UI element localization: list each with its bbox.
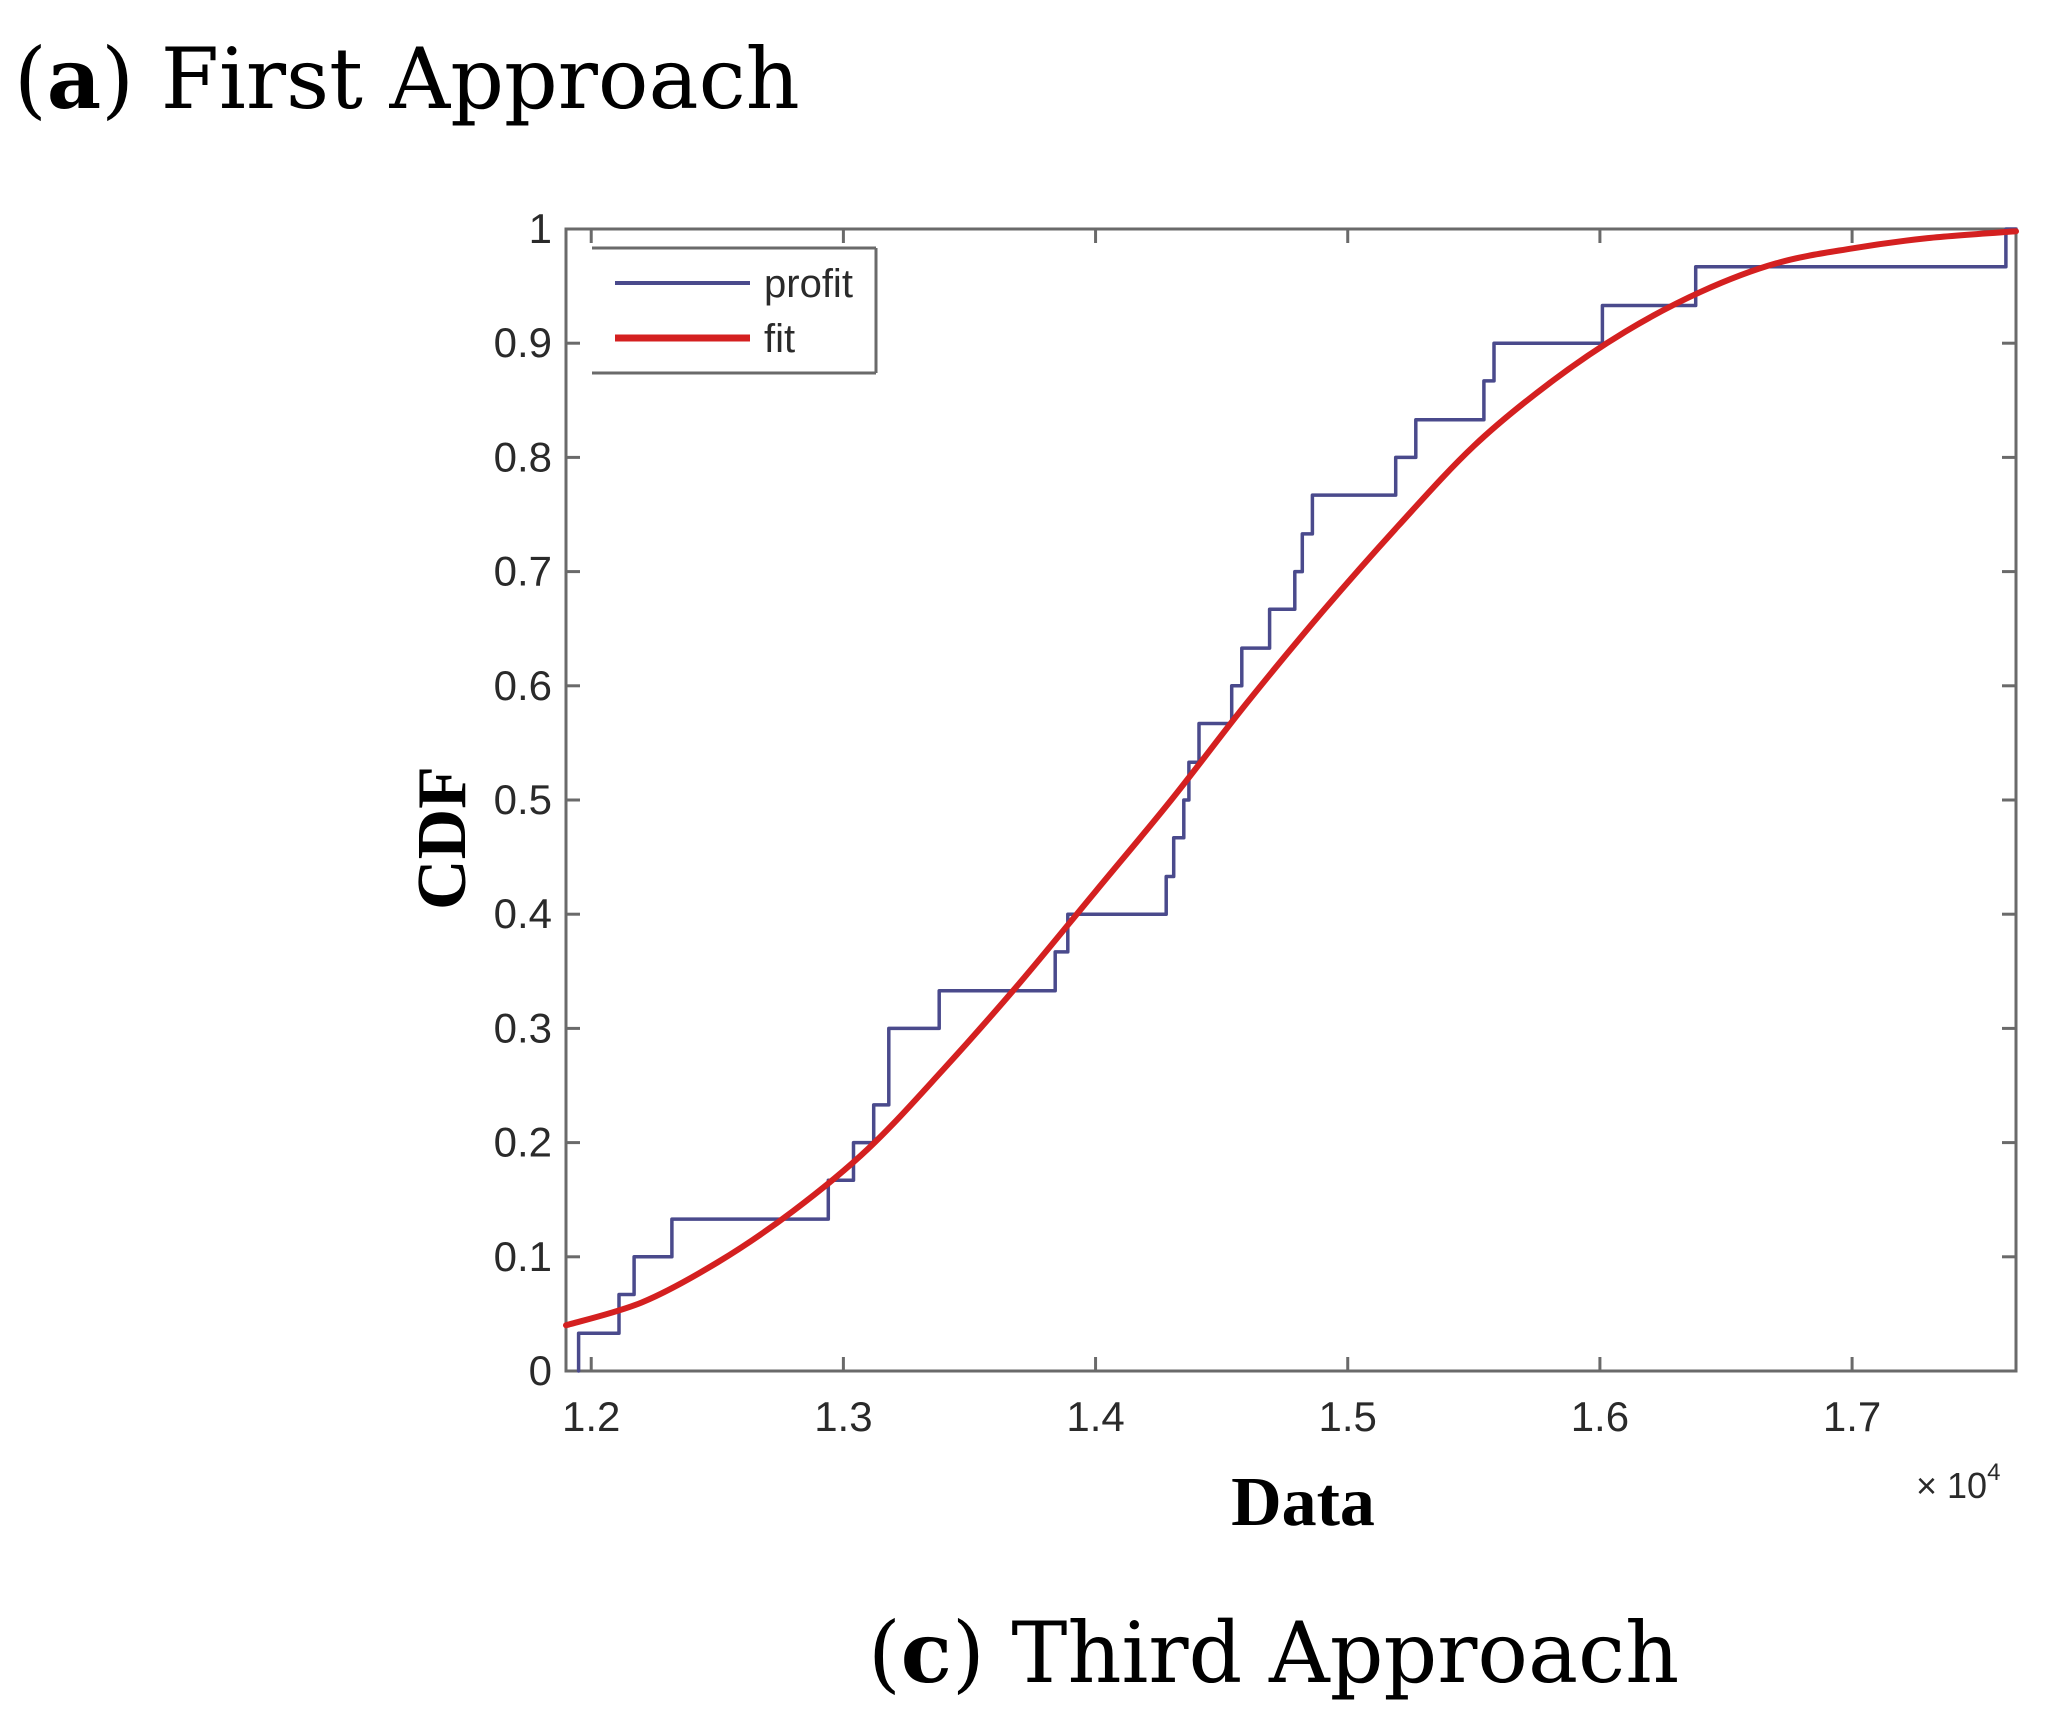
caption-bottom-rest: ) Third Approach: [952, 1604, 1679, 1702]
x-axis-ticks: 1.2 1.3 1.4 1.5 1.6 1.7: [562, 229, 1881, 1440]
caption-bottom: (c) Third Approach: [868, 1603, 1679, 1702]
x-axis-multiplier: × 104: [1916, 1459, 2000, 1506]
y-axis-label: CDF: [404, 766, 481, 910]
y-tick-label: 1: [529, 205, 552, 252]
y-axis-ticks: 0 0.1 0.2 0.3 0.4 0.5 0.6 0.7 0.8 0.9 1: [494, 205, 2016, 1394]
y-tick-label: 0: [529, 1347, 552, 1394]
series-line-profit: [576, 227, 2018, 1373]
y-tick-label: 0.7: [494, 548, 552, 595]
caption-bottom-prefix: (: [868, 1604, 901, 1702]
x-axis-multiplier-exponent: 4: [1987, 1459, 2000, 1486]
x-tick-label: 1.7: [1823, 1393, 1881, 1440]
x-tick-label: 1.2: [562, 1393, 620, 1440]
y-tick-label: 0.9: [494, 319, 552, 366]
y-tick-label: 0.3: [494, 1004, 552, 1051]
series-line-fit: [563, 228, 2019, 1329]
caption-top-prefix: (: [14, 30, 47, 128]
caption-top-rest: ) First Approach: [101, 30, 800, 128]
x-tick-label: 1.6: [1571, 1393, 1629, 1440]
x-tick-label: 1.3: [814, 1393, 872, 1440]
y-tick-label: 0.6: [494, 662, 552, 709]
x-tick-label: 1.4: [1066, 1393, 1124, 1440]
y-tick-label: 0.8: [494, 433, 552, 480]
y-tick-label: 0.2: [494, 1119, 552, 1166]
caption-bottom-letter: c: [901, 1603, 952, 1702]
y-tick-label: 0.4: [494, 890, 552, 937]
x-axis-multiplier-base: × 10: [1916, 1465, 1987, 1506]
legend-label-profit: profit: [764, 262, 853, 306]
y-tick-label: 0.5: [494, 776, 552, 823]
legend-label-fit: fit: [764, 317, 795, 361]
caption-top: (a) First Approach: [14, 29, 800, 128]
legend: profit fit: [592, 246, 878, 375]
x-axis-label: Data: [1231, 1464, 1375, 1541]
x-tick-label: 1.5: [1319, 1393, 1377, 1440]
series-layer: [563, 227, 2019, 1373]
plot-area-frame: [564, 227, 2018, 1373]
y-tick-label: 0.1: [494, 1233, 552, 1280]
caption-top-letter: a: [47, 29, 101, 128]
